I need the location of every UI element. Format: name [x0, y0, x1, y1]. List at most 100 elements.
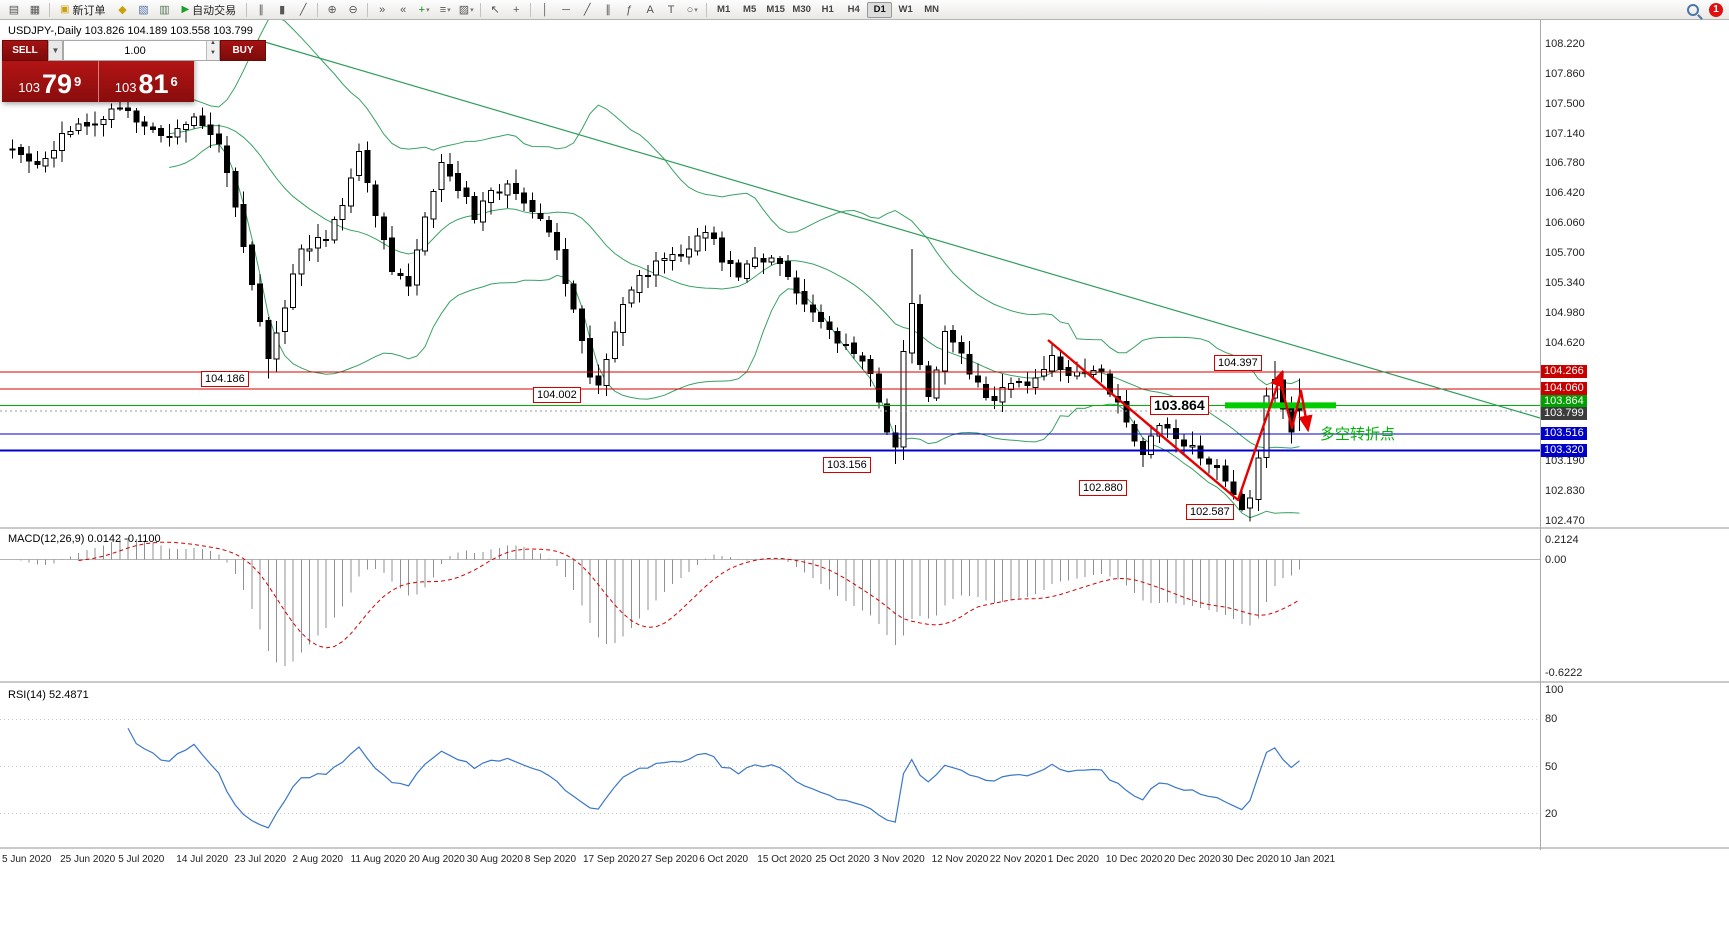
toolbar-separator — [49, 2, 50, 17]
axis-price-marker: 103.320 — [1541, 443, 1587, 457]
trade-prices-row: 103 79 9 103 81 6 — [2, 61, 194, 102]
date-label: 11 Aug 2020 — [350, 854, 407, 865]
timeframe-m1-button[interactable]: M1 — [711, 2, 736, 18]
bar-chart-icon[interactable]: ∥ — [258, 4, 264, 16]
axis-price-label: 102.470 — [1545, 515, 1585, 528]
dropdown-arrow-icon[interactable]: ▾ — [470, 6, 474, 14]
timeframe-h1-button[interactable]: H1 — [815, 2, 840, 18]
volume-down-icon[interactable]: ▼ — [207, 50, 219, 60]
timeframe-mn-button[interactable]: MN — [919, 2, 944, 18]
volume-dropdown-icon[interactable]: ▼ — [48, 40, 63, 61]
date-label: 8 Sep 2020 — [524, 854, 577, 865]
symbol-info: USDJPY-,Daily 103.826 104.189 103.558 10… — [8, 25, 253, 37]
rsi-indicator-title: RSI(14) 52.4871 — [8, 689, 89, 701]
zoom-out-icon[interactable]: ⊖ — [348, 4, 358, 16]
chart-window-icon[interactable]: ▤ — [8, 4, 20, 16]
new-order-button[interactable]: ▣ 新订单 — [54, 1, 111, 18]
axis-price-label: 50 — [1545, 760, 1558, 773]
axis-price-label: 107.860 — [1545, 67, 1585, 80]
timeframe-d1-button[interactable]: D1 — [867, 1, 893, 18]
timeframe-m30-button[interactable]: M30 — [789, 2, 814, 18]
trendline-icon[interactable]: ╱ — [583, 4, 591, 16]
channel-icon[interactable]: ∥ — [605, 4, 611, 16]
templates-icon[interactable]: ▨ ▾ — [458, 4, 474, 16]
alerts-icon[interactable]: ◆ — [118, 4, 127, 16]
trend-arrows-layer — [1047, 339, 1313, 502]
price-label-flag[interactable]: 103.864 — [1150, 396, 1209, 415]
axis-price-marker: 103.516 — [1541, 427, 1587, 441]
date-label: 23 Jul 2020 — [234, 854, 287, 865]
timeframe-h4-button[interactable]: H4 — [841, 2, 866, 18]
market-watch-icon[interactable]: ▥ — [159, 4, 170, 16]
price-label-flag[interactable]: 102.880 — [1079, 480, 1127, 496]
descending-trendline — [257, 39, 1541, 419]
line-chart-icon[interactable]: ╱ — [299, 4, 307, 16]
date-label: 3 Nov 2020 — [873, 854, 925, 865]
vertical-line-icon[interactable]: │ — [541, 3, 549, 16]
axis-price-label: 103.190 — [1545, 455, 1585, 468]
shapes-icon[interactable]: ○ ▾ — [686, 3, 698, 16]
toolbar-separator — [706, 2, 708, 17]
candlestick-chart-icon[interactable]: ▮ — [279, 4, 286, 16]
horizontal-line-icon[interactable]: ─ — [562, 3, 571, 16]
date-label: 5 Jul 2020 — [118, 854, 165, 865]
chart-shift-icon[interactable]: « — [400, 3, 407, 16]
dropdown-arrow-icon[interactable]: ▾ — [447, 6, 451, 14]
date-label: 10 Jan 2021 — [1280, 854, 1336, 865]
sell-price-prefix: 103 — [18, 80, 40, 95]
timeframe-w1-button[interactable]: W1 — [893, 2, 918, 18]
price-label-flag[interactable]: 104.002 — [533, 387, 581, 403]
toolbar-separator — [317, 2, 319, 17]
volume-spinner: ▲ ▼ — [206, 40, 219, 60]
volume-up-icon[interactable]: ▲ — [207, 40, 219, 51]
label-icon[interactable]: T — [667, 3, 675, 16]
zoom-in-icon[interactable]: ⊕ — [327, 4, 337, 16]
axis-price-label: 20 — [1545, 807, 1558, 820]
auto-trading-button[interactable]: ▶ 自动交易 — [175, 1, 242, 18]
axis-price-label: 105.700 — [1545, 247, 1585, 260]
axis-price-label: 106.780 — [1545, 157, 1585, 170]
sell-price-display[interactable]: 103 79 9 — [2, 61, 99, 102]
fibonacci-icon[interactable]: ƒ — [626, 3, 633, 16]
rsi-panel-splitter[interactable] — [0, 681, 1729, 683]
cursor-icon[interactable]: ↖ — [490, 4, 500, 16]
dropdown-arrow-icon[interactable]: ▾ — [426, 6, 430, 14]
auto-scroll-icon[interactable]: » — [379, 3, 386, 16]
price-label-flag[interactable]: 102.587 — [1186, 504, 1234, 520]
macd-panel-splitter[interactable] — [0, 527, 1729, 529]
price-label-flag[interactable]: 104.397 — [1214, 355, 1262, 371]
date-label: 20 Aug 2020 — [408, 854, 465, 865]
date-label: 12 Nov 2020 — [931, 854, 989, 865]
notification-badge[interactable]: 1 — [1709, 2, 1723, 17]
buy-price-display[interactable]: 103 81 6 — [98, 61, 194, 102]
price-label-flag[interactable]: 103.156 — [823, 457, 871, 473]
timeframe-m15-button[interactable]: M15 — [763, 2, 788, 18]
turning-point-annotation[interactable]: 多空转折点 — [1320, 426, 1396, 443]
date-label: 5 Jun 2020 — [2, 854, 52, 865]
axis-separator — [1540, 20, 1541, 850]
volume-input[interactable] — [64, 41, 206, 60]
text-icon[interactable]: A — [646, 3, 654, 16]
dropdown-arrow-icon[interactable]: ▾ — [694, 6, 698, 14]
time-axis-splitter[interactable] — [0, 847, 1729, 849]
toolbar-separator — [530, 2, 532, 17]
timeframe-m5-button[interactable]: M5 — [737, 2, 762, 18]
buy-button[interactable]: BUY — [220, 40, 266, 61]
date-label: 30 Aug 2020 — [466, 854, 523, 865]
periods-dropdown-icon[interactable]: ≡ ▾ — [439, 3, 451, 16]
toolbar-separator — [480, 2, 482, 17]
date-label: 14 Jul 2020 — [176, 854, 229, 865]
crosshair-icon[interactable]: + — [512, 3, 520, 16]
macd-histogram-layer — [20, 537, 1300, 666]
axis-price-label: -0.6222 — [1545, 667, 1583, 679]
mailbox-icon[interactable]: ▧ — [138, 4, 149, 16]
date-label: 27 Sep 2020 — [641, 854, 698, 865]
axis-price-label: 0.00 — [1545, 553, 1567, 566]
indicators-icon[interactable]: + ▾ — [418, 3, 430, 16]
axis-price-label: 108.220 — [1545, 38, 1585, 50]
price-label-flag[interactable]: 104.186 — [201, 371, 249, 387]
sell-button[interactable]: SELL — [2, 40, 48, 61]
tile-windows-icon[interactable]: ▦ — [29, 4, 41, 16]
search-icon[interactable] — [1687, 3, 1699, 16]
